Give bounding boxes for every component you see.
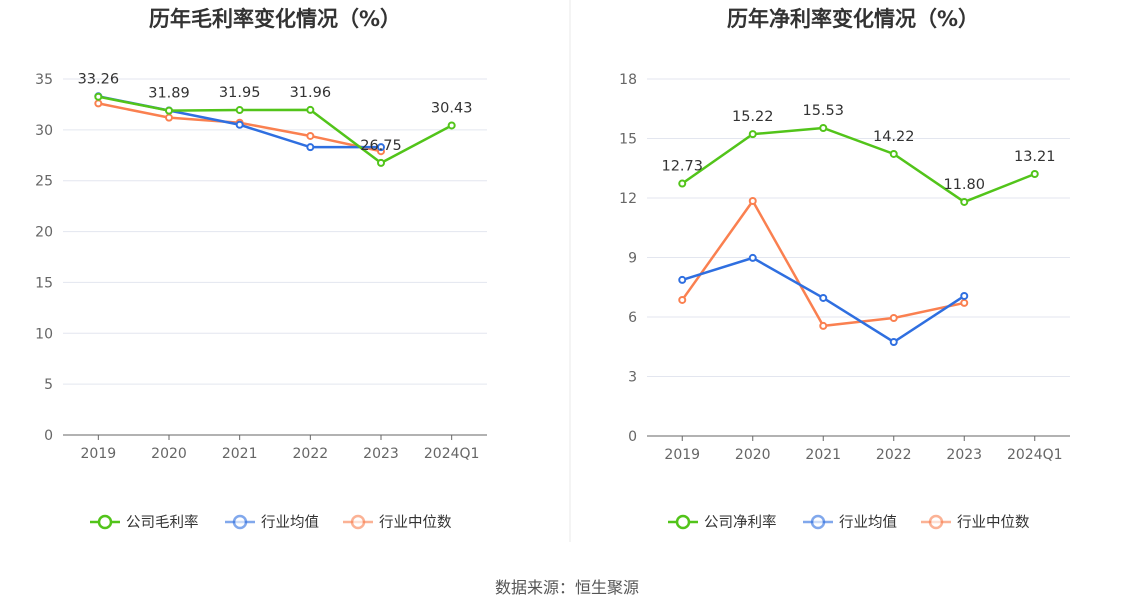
data-point-median bbox=[960, 298, 969, 307]
chart-title: 历年毛利率变化情况（%） bbox=[149, 7, 401, 31]
legend-item-company: 公司毛利率 bbox=[126, 514, 199, 531]
data-point-avg bbox=[377, 143, 385, 152]
y-tick-label: 15 bbox=[35, 275, 53, 291]
data-point-company bbox=[748, 130, 757, 139]
data-point-company bbox=[678, 179, 687, 188]
legend-item-avg: 行业均值 bbox=[261, 514, 319, 531]
legend-item-median: 行业中位数 bbox=[957, 514, 1030, 531]
data-label: 12.73 bbox=[661, 159, 703, 175]
y-tick-label: 0 bbox=[44, 428, 53, 444]
chart-title: 历年净利率变化情况（%） bbox=[727, 7, 979, 31]
y-tick-label: 3 bbox=[628, 370, 637, 386]
x-tick-label: 2021 bbox=[222, 446, 258, 462]
x-tick-label: 2022 bbox=[876, 447, 912, 463]
data-point-avg bbox=[748, 253, 757, 262]
data-point-company bbox=[1030, 170, 1039, 179]
y-tick-label: 15 bbox=[619, 132, 637, 148]
x-tick-label: 2021 bbox=[805, 447, 841, 463]
legend-item-company: 公司净利率 bbox=[704, 514, 777, 531]
x-tick-label: 2024Q1 bbox=[1007, 447, 1063, 463]
data-label: 15.22 bbox=[732, 109, 774, 125]
series-line-company bbox=[98, 95, 453, 165]
y-tick-label: 20 bbox=[35, 225, 53, 241]
data-point-median bbox=[889, 313, 898, 322]
y-tick-label: 10 bbox=[35, 326, 53, 342]
y-tick-label: 12 bbox=[619, 191, 637, 207]
data-point-avg bbox=[819, 293, 828, 302]
x-tick-label: 2024Q1 bbox=[424, 446, 480, 462]
data-point-company bbox=[306, 105, 315, 114]
data-label: 13.21 bbox=[1014, 149, 1056, 165]
source-text: 数据来源：恒生聚源 bbox=[494, 578, 639, 597]
x-tick-label: 2019 bbox=[81, 446, 117, 462]
data-label: 31.96 bbox=[290, 85, 332, 101]
y-tick-label: 0 bbox=[628, 429, 637, 445]
data-point-avg bbox=[306, 143, 315, 152]
data-point-median bbox=[165, 113, 173, 122]
legend-item-avg: 行业均值 bbox=[839, 514, 897, 531]
data-label: 26.75 bbox=[360, 138, 402, 154]
data-point-company bbox=[94, 92, 103, 101]
x-tick-label: 2019 bbox=[664, 447, 700, 463]
y-tick-label: 6 bbox=[628, 310, 637, 326]
y-tick-label: 30 bbox=[35, 123, 53, 139]
data-point-company bbox=[377, 158, 385, 167]
data-point-avg bbox=[960, 291, 969, 300]
data-label: 33.26 bbox=[78, 72, 120, 88]
y-tick-label: 25 bbox=[35, 174, 53, 190]
legend-circle-icon bbox=[675, 514, 691, 530]
x-tick-label: 2023 bbox=[363, 446, 399, 462]
legend-circle-icon bbox=[810, 514, 826, 530]
data-label: 11.80 bbox=[943, 177, 985, 193]
x-tick-label: 2023 bbox=[946, 447, 982, 463]
y-tick-label: 35 bbox=[35, 72, 53, 88]
data-point-median bbox=[306, 131, 315, 140]
data-point-company bbox=[235, 106, 244, 115]
data-label: 15.53 bbox=[802, 103, 844, 119]
data-point-median bbox=[678, 295, 687, 304]
x-tick-label: 2022 bbox=[293, 446, 329, 462]
x-tick-label: 2020 bbox=[151, 446, 187, 462]
x-tick-label: 2020 bbox=[735, 447, 771, 463]
legend-circle-icon bbox=[97, 514, 113, 530]
y-tick-label: 18 bbox=[619, 72, 637, 88]
legend-item-median: 行业中位数 bbox=[379, 514, 452, 531]
data-point-avg bbox=[889, 337, 898, 346]
data-point-median bbox=[94, 99, 103, 108]
data-label: 31.89 bbox=[148, 86, 190, 102]
legend-circle-icon bbox=[350, 514, 366, 530]
data-point-avg bbox=[235, 120, 244, 129]
data-label: 14.22 bbox=[873, 129, 915, 145]
data-point-company bbox=[447, 121, 456, 130]
series-line-company bbox=[681, 126, 1036, 204]
data-point-median bbox=[748, 196, 757, 205]
data-point-company bbox=[165, 106, 173, 115]
legend-circle-icon bbox=[232, 514, 248, 530]
data-point-company bbox=[889, 149, 898, 158]
data-point-company bbox=[819, 123, 828, 132]
series-line-median bbox=[681, 198, 965, 328]
y-tick-label: 5 bbox=[44, 377, 53, 393]
data-label: 31.95 bbox=[219, 85, 261, 101]
data-point-company bbox=[960, 197, 969, 206]
data-point-avg bbox=[678, 275, 687, 284]
legend-circle-icon bbox=[928, 514, 944, 530]
y-tick-label: 9 bbox=[628, 251, 637, 267]
data-point-median bbox=[819, 321, 828, 330]
data-label: 30.43 bbox=[431, 100, 473, 116]
